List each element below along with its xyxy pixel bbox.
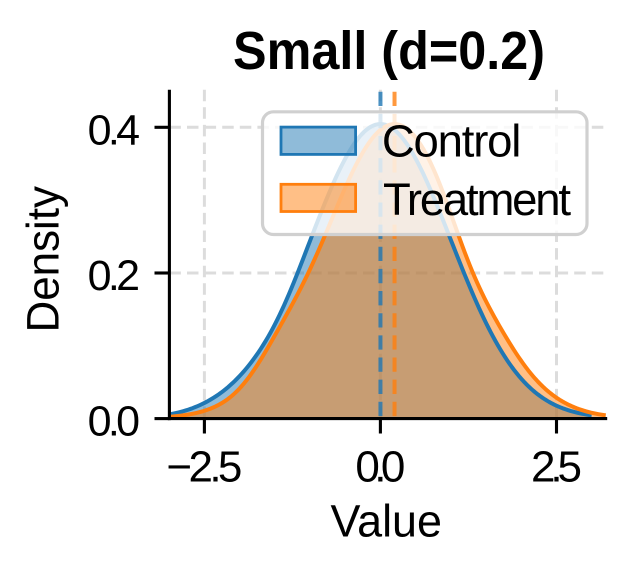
svg-text:0.4: 0.4	[88, 106, 140, 154]
svg-text:2.5: 2.5	[531, 442, 582, 491]
svg-text:Control: Control	[382, 116, 522, 167]
svg-text:Treatment: Treatment	[383, 174, 571, 225]
svg-text:Small (d=0.2): Small (d=0.2)	[233, 21, 545, 81]
svg-text:0.2: 0.2	[88, 252, 140, 300]
svg-text:−2.5: −2.5	[166, 442, 242, 491]
svg-text:Density: Density	[18, 186, 69, 333]
svg-text:Value: Value	[331, 496, 443, 547]
svg-text:0.0: 0.0	[355, 442, 405, 491]
svg-text:0.0: 0.0	[88, 398, 140, 446]
